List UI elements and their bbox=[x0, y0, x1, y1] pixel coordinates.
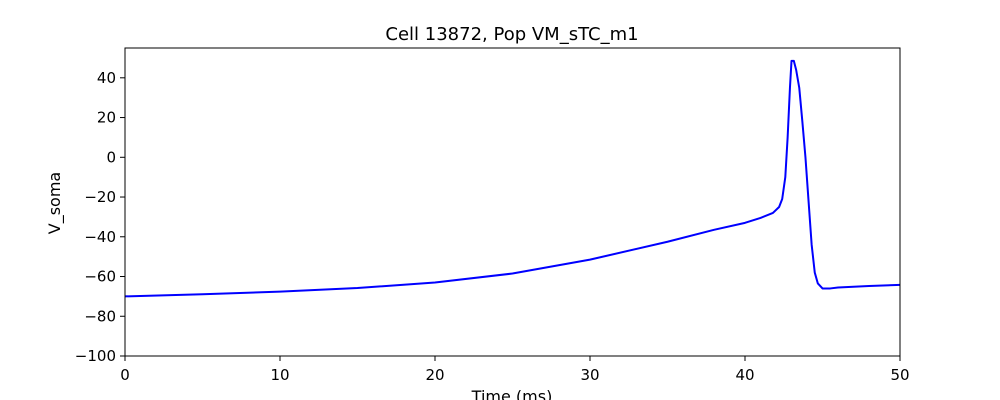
y-axis-label: V_soma bbox=[45, 172, 65, 234]
y-tick-label: 20 bbox=[97, 109, 116, 127]
y-tick-label: 40 bbox=[97, 69, 116, 87]
axes-frame bbox=[124, 47, 901, 357]
y-tick-label: −100 bbox=[75, 347, 116, 365]
series-line-v-soma bbox=[124, 59, 901, 298]
x-axis: 0 10 20 30 40 50 bbox=[120, 356, 910, 384]
x-axis-label: Time (ms) bbox=[471, 387, 553, 400]
x-tick-label: 40 bbox=[735, 366, 754, 384]
y-tick-label: 0 bbox=[106, 148, 116, 166]
y-axis: −100 −80 −60 −40 −20 0 20 40 bbox=[75, 69, 125, 365]
y-tick-label: −40 bbox=[84, 228, 116, 246]
plot-area bbox=[124, 47, 901, 357]
x-tick-label: 20 bbox=[425, 366, 444, 384]
x-tick-label: 30 bbox=[580, 366, 599, 384]
y-tick-label: −80 bbox=[84, 307, 116, 325]
chart-title: Cell 13872, Pop VM_sTC_m1 bbox=[385, 24, 638, 45]
y-tick-label: −60 bbox=[84, 268, 116, 286]
y-tick-label: −20 bbox=[84, 188, 116, 206]
x-tick-label: 0 bbox=[120, 366, 130, 384]
x-tick-label: 10 bbox=[270, 366, 289, 384]
x-tick-label: 50 bbox=[890, 366, 909, 384]
